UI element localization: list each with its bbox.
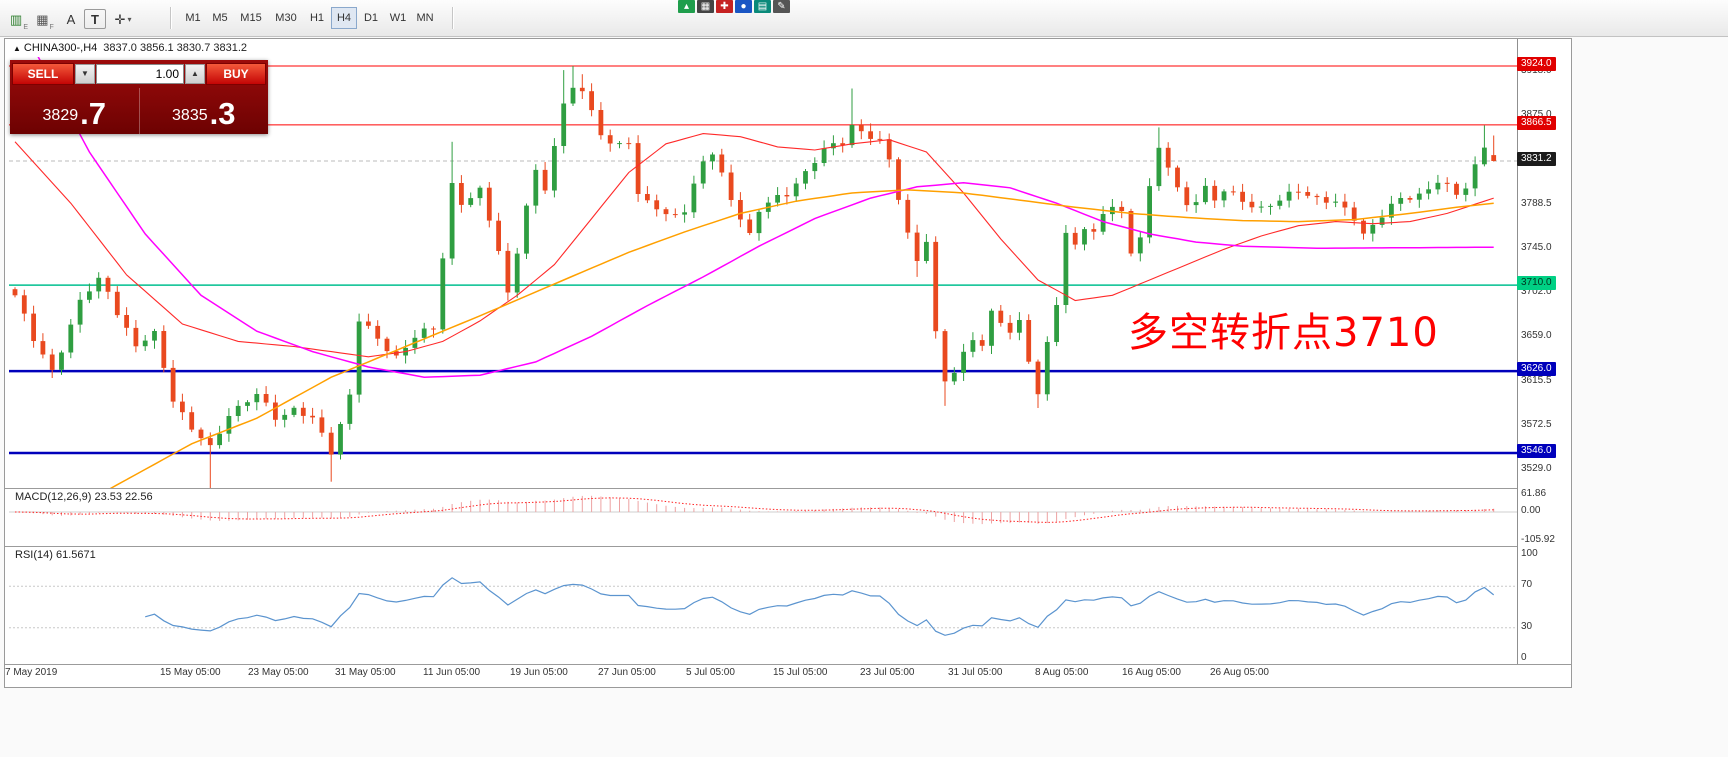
panel-separator[interactable]: [5, 546, 1571, 547]
sell-price-main: 3829: [42, 107, 79, 124]
buy-price-fraction: .3: [209, 96, 236, 131]
pivot-point-annotation: 多空转折点3710: [1128, 310, 1439, 356]
macd-label: MACD(12,26,9) 23.53 22.56: [15, 491, 153, 503]
timeframe-mn-button[interactable]: MN: [416, 12, 434, 24]
buy-price[interactable]: 3835 .3: [140, 88, 269, 134]
chart-symbol-label: CHINA300-,H4: [23, 42, 98, 54]
chart-window: ▲ CHINA300-,H4 3837.0 3856.1 3830.7 3831.2…: [4, 38, 1572, 688]
buy-price-main: 3835: [172, 107, 208, 124]
timeframe-d1-button[interactable]: D1: [363, 12, 379, 24]
toolbar: ▥ E ▦ F A T ✛ ▾ M1 M5 M15 M30 H1 H4 D1 W1 MN ▴ ▦ ✚ ● ▤ ✎: [0, 0, 1728, 37]
timeframe-m5-button[interactable]: M5: [212, 12, 228, 24]
sell-button[interactable]: SELL: [12, 63, 74, 85]
mini-new-order-icon[interactable]: ✚: [716, 0, 733, 13]
timeframe-h4-button[interactable]: H4: [331, 7, 357, 29]
timeframe-m1-button[interactable]: M1: [185, 12, 201, 24]
volume-increase-button[interactable]: ▲: [185, 64, 205, 84]
macd-canvas[interactable]: [9, 489, 1517, 546]
panel-separator: [5, 664, 1571, 665]
sell-price-fraction: .7: [80, 96, 106, 131]
timeframe-m30-button[interactable]: M30: [275, 12, 297, 24]
trade-prices-row: 3829 .7 3835 .3: [10, 88, 268, 134]
trade-controls-row: SELL ▼ ▲ BUY: [10, 60, 268, 88]
chart-type-icon[interactable]: ▥ E: [10, 11, 28, 32]
time-axis[interactable]: [5, 665, 1571, 686]
timeframe-m15-button[interactable]: M15: [240, 12, 262, 24]
volume-input[interactable]: [96, 64, 184, 84]
chart-header: ▲ CHINA300-,H4 3837.0 3856.1 3830.7 3831.2: [13, 42, 247, 54]
volume-decrease-button[interactable]: ▼: [75, 64, 95, 84]
template-icon[interactable]: T: [84, 9, 106, 29]
crosshair-tool-icon[interactable]: ✛ ▾: [114, 11, 132, 27]
rsi-label: RSI(14) 61.5671: [15, 549, 96, 561]
buy-button[interactable]: BUY: [206, 63, 266, 85]
mini-list-icon[interactable]: ▤: [754, 0, 771, 13]
timeframe-h1-button[interactable]: H1: [309, 12, 325, 24]
timeframe-w1-button[interactable]: W1: [389, 12, 407, 24]
sell-price[interactable]: 3829 .7: [10, 88, 139, 134]
one-click-trading-widget: SELL ▼ ▲ BUY 3829 .7 3835 .3: [10, 60, 268, 134]
panel-separator[interactable]: [5, 488, 1571, 489]
grid-icon[interactable]: ▦ F: [36, 11, 54, 32]
mini-edit-icon[interactable]: ✎: [773, 0, 790, 13]
text-tool-icon[interactable]: A: [66, 12, 76, 27]
mini-account-icon[interactable]: ●: [735, 0, 752, 13]
mini-chart-icon[interactable]: ▴: [678, 0, 695, 13]
price-axis[interactable]: [1517, 39, 1571, 664]
price-divider: [138, 88, 140, 134]
symbol-marker-icon[interactable]: ▲: [13, 44, 21, 53]
toolbar-separator: [452, 7, 453, 29]
price-chart-canvas[interactable]: [9, 57, 1517, 488]
toolbar-separator: [170, 7, 171, 29]
chart-ohlc-values: 3837.0 3856.1 3830.7 3831.2: [103, 42, 248, 54]
rsi-canvas[interactable]: [9, 547, 1517, 663]
mini-window-icon[interactable]: ▦: [697, 0, 714, 13]
